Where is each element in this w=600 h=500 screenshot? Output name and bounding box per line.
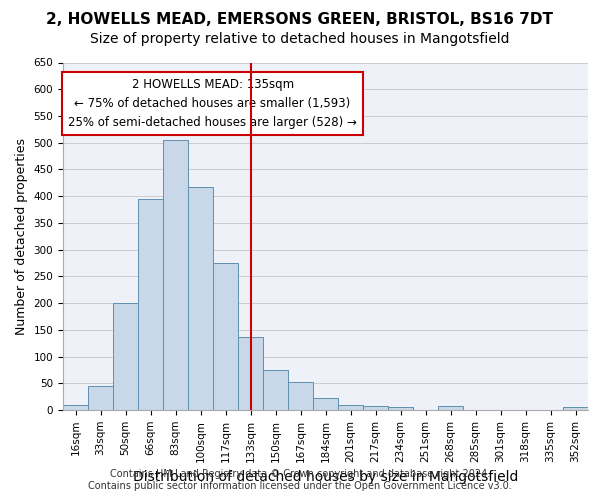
Bar bbox=[238, 337, 263, 410]
Text: 2 HOWELLS MEAD: 135sqm
← 75% of detached houses are smaller (1,593)
25% of semi-: 2 HOWELLS MEAD: 135sqm ← 75% of detached… bbox=[68, 78, 357, 129]
Text: Contains HM Land Registry data © Crown copyright and database right 2024.
Contai: Contains HM Land Registry data © Crown c… bbox=[88, 470, 512, 491]
Bar bbox=[138, 199, 163, 410]
Bar bbox=[288, 382, 313, 410]
Bar bbox=[388, 407, 413, 410]
Bar bbox=[563, 408, 588, 410]
Bar bbox=[88, 386, 113, 410]
Bar bbox=[338, 404, 363, 410]
X-axis label: Distribution of detached houses by size in Mangotsfield: Distribution of detached houses by size … bbox=[133, 470, 518, 484]
Bar bbox=[213, 263, 238, 410]
Bar bbox=[438, 406, 463, 410]
Bar bbox=[263, 370, 288, 410]
Bar bbox=[313, 398, 338, 410]
Text: 2, HOWELLS MEAD, EMERSONS GREEN, BRISTOL, BS16 7DT: 2, HOWELLS MEAD, EMERSONS GREEN, BRISTOL… bbox=[47, 12, 554, 28]
Bar bbox=[163, 140, 188, 410]
Text: Size of property relative to detached houses in Mangotsfield: Size of property relative to detached ho… bbox=[90, 32, 510, 46]
Y-axis label: Number of detached properties: Number of detached properties bbox=[15, 138, 28, 335]
Bar bbox=[363, 406, 388, 410]
Bar bbox=[188, 186, 213, 410]
Bar bbox=[113, 303, 138, 410]
Bar bbox=[63, 404, 88, 410]
